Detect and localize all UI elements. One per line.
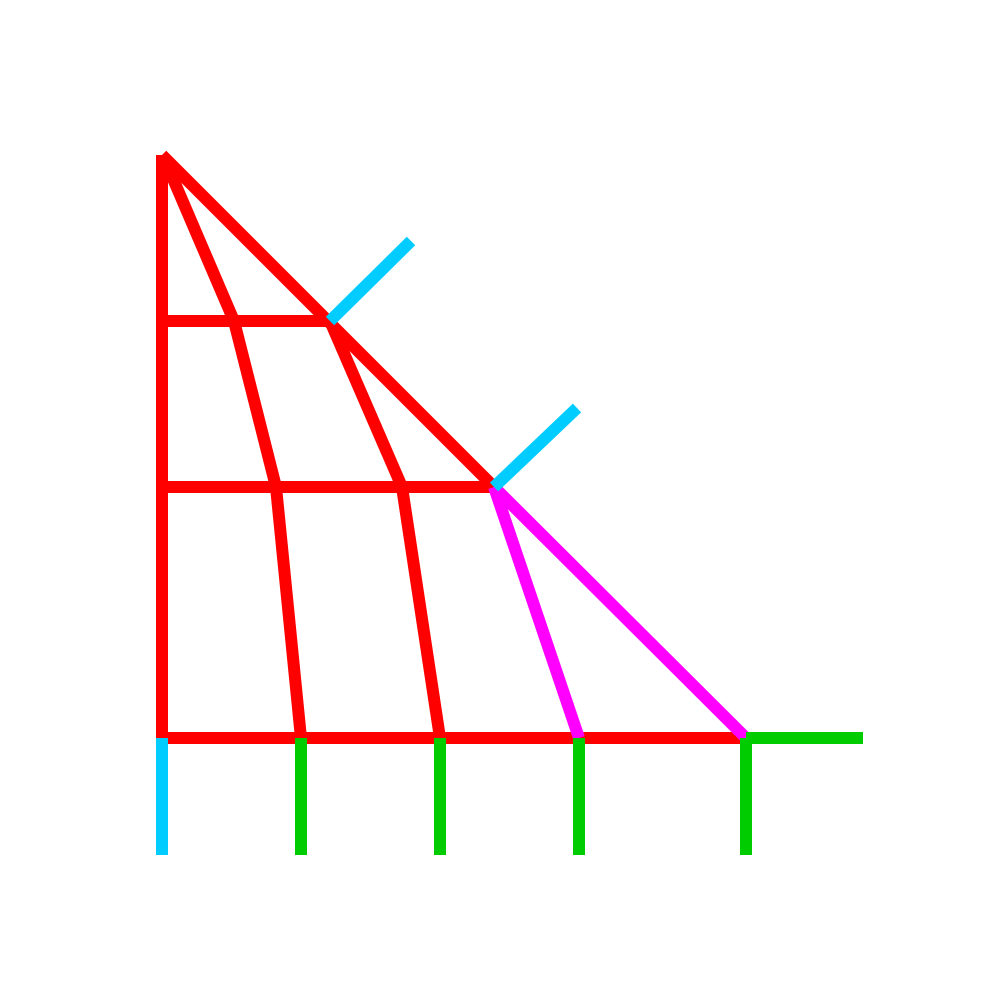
curve-b-bottom — [396, 486, 446, 739]
curve-b-top — [324, 318, 408, 490]
cyan-ticks — [156, 236, 582, 855]
curve-a-middle — [228, 319, 282, 489]
curve-a-top — [159, 157, 240, 324]
red-frame — [156, 150, 746, 744]
green-ticks — [295, 732, 863, 855]
hypotenuse-lower — [489, 482, 751, 743]
curve-c — [488, 485, 585, 740]
curve-a-bottom — [270, 486, 307, 739]
normal-tick-lower — [489, 403, 582, 492]
magenta-highlight — [488, 482, 751, 743]
normal-tick-upper — [325, 236, 416, 326]
